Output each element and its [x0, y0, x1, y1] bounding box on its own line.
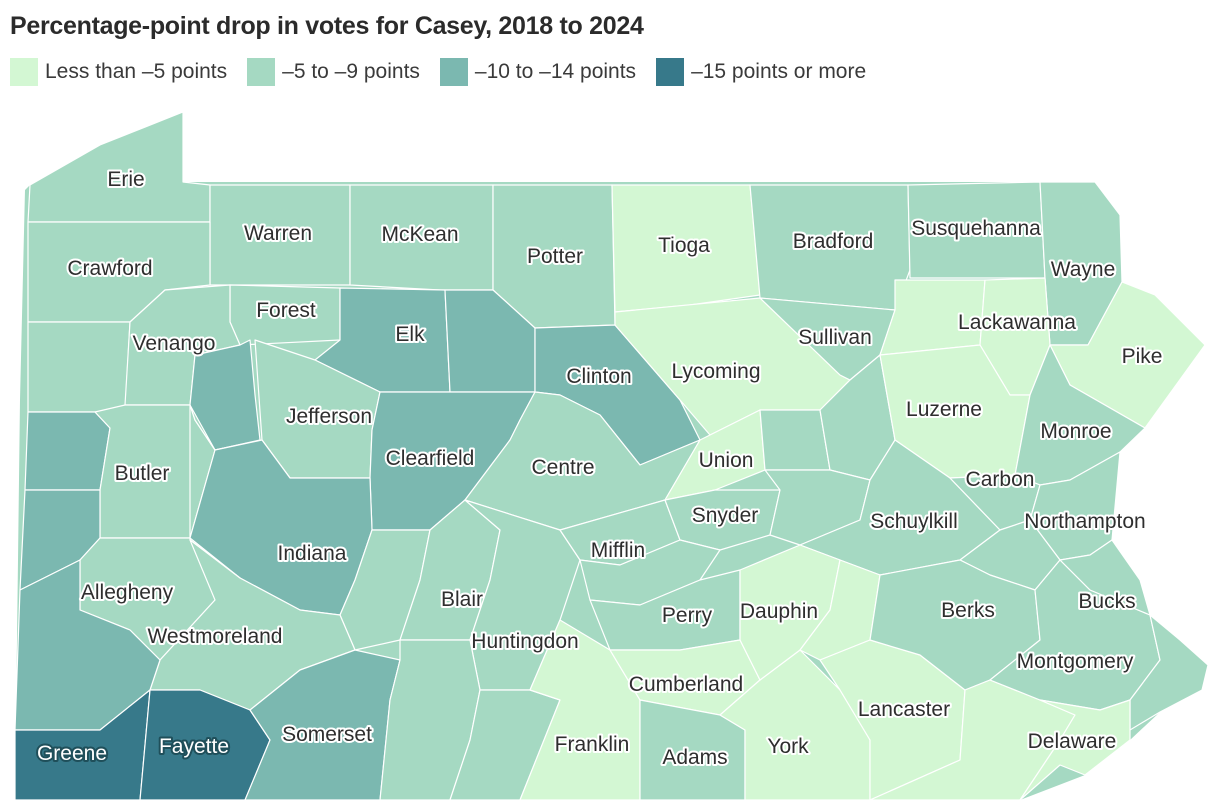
label-clinton: Clinton: [566, 365, 631, 388]
label-indiana: Indiana: [278, 542, 347, 565]
label-jefferson: Jefferson: [286, 405, 372, 428]
legend-label: –15 points or more: [691, 60, 867, 83]
label-mckean: McKean: [381, 223, 458, 246]
label-butler: Butler: [115, 462, 170, 485]
label-union: Union: [699, 449, 754, 472]
label-elk: Elk: [395, 323, 425, 346]
label-blair: Blair: [441, 588, 483, 611]
county-tioga[interactable]: [611, 184, 761, 313]
county-montour[interactable]: [759, 409, 831, 471]
label-allegheny: Allegheny: [81, 581, 174, 604]
label-greene: Greene: [37, 742, 107, 765]
label-somerset: Somerset: [282, 723, 372, 746]
label-erie: Erie: [107, 168, 144, 191]
legend-label: –5 to –9 points: [282, 60, 420, 83]
county-bucks[interactable]: [1059, 539, 1151, 616]
legend-swatch: [656, 58, 685, 86]
label-cumberland: Cumberland: [629, 673, 743, 696]
legend-label: –10 to –14 points: [474, 60, 637, 83]
label-montgomery: Montgomery: [1017, 650, 1134, 673]
label-lancaster: Lancaster: [858, 698, 950, 721]
county-lawrence[interactable]: [24, 411, 111, 491]
label-centre: Centre: [531, 456, 594, 479]
label-venango: Venango: [133, 332, 216, 355]
label-bradford: Bradford: [793, 230, 874, 253]
label-tioga: Tioga: [658, 234, 710, 257]
map-title: Percentage-point drop in votes for Casey…: [10, 12, 644, 40]
label-bucks: Bucks: [1078, 590, 1135, 613]
label-schuylkill: Schuylkill: [870, 510, 958, 533]
legend-item-10to14: –10 to –14 points: [439, 58, 637, 86]
label-york: York: [767, 735, 809, 758]
legend-label: Less than –5 points: [45, 60, 228, 83]
legend-item-5to9: –5 to –9 points: [247, 58, 420, 86]
label-perry: Perry: [662, 604, 713, 627]
label-pike: Pike: [1122, 345, 1163, 368]
label-huntingdon: Huntingdon: [471, 630, 578, 653]
legend: Less than –5 points –5 to –9 points –10 …: [10, 58, 886, 86]
label-luzerne: Luzerne: [906, 398, 982, 421]
label-crawford: Crawford: [67, 257, 152, 280]
label-northampton: Northampton: [1024, 510, 1145, 533]
label-adams: Adams: [662, 746, 727, 769]
label-snyder: Snyder: [692, 504, 759, 527]
label-lycoming: Lycoming: [671, 360, 760, 383]
label-dauphin: Dauphin: [740, 600, 818, 623]
legend-swatch: [439, 58, 468, 86]
county-mercer[interactable]: [27, 321, 131, 413]
label-delaware: Delaware: [1028, 730, 1117, 753]
label-lackawanna: Lackawanna: [958, 311, 1076, 334]
legend-swatch: [247, 58, 276, 86]
label-carbon: Carbon: [966, 468, 1035, 491]
label-monroe: Monroe: [1040, 420, 1111, 443]
county-labels: Erie Warren McKean Potter Tioga Bradford…: [35, 166, 1164, 771]
legend-swatch: [10, 58, 38, 86]
label-westmoreland: Westmoreland: [147, 625, 282, 648]
county-philadelphia[interactable]: [1129, 614, 1209, 731]
label-franklin: Franklin: [555, 733, 630, 756]
label-susquehanna: Susquehanna: [911, 217, 1041, 240]
legend-item-15plus: –15 points or more: [656, 58, 866, 86]
label-forest: Forest: [256, 299, 316, 322]
label-fayette: Fayette: [159, 735, 229, 758]
county-delaware[interactable]: [1019, 699, 1131, 801]
label-potter: Potter: [527, 245, 583, 268]
legend-item-lt5: Less than –5 points: [10, 58, 227, 86]
label-warren: Warren: [244, 222, 312, 245]
label-wayne: Wayne: [1051, 258, 1116, 281]
label-sullivan: Sullivan: [798, 326, 872, 349]
label-mifflin: Mifflin: [591, 539, 645, 562]
county-erie[interactable]: [27, 111, 211, 223]
label-berks: Berks: [941, 599, 995, 622]
label-clearfield: Clearfield: [386, 447, 475, 470]
